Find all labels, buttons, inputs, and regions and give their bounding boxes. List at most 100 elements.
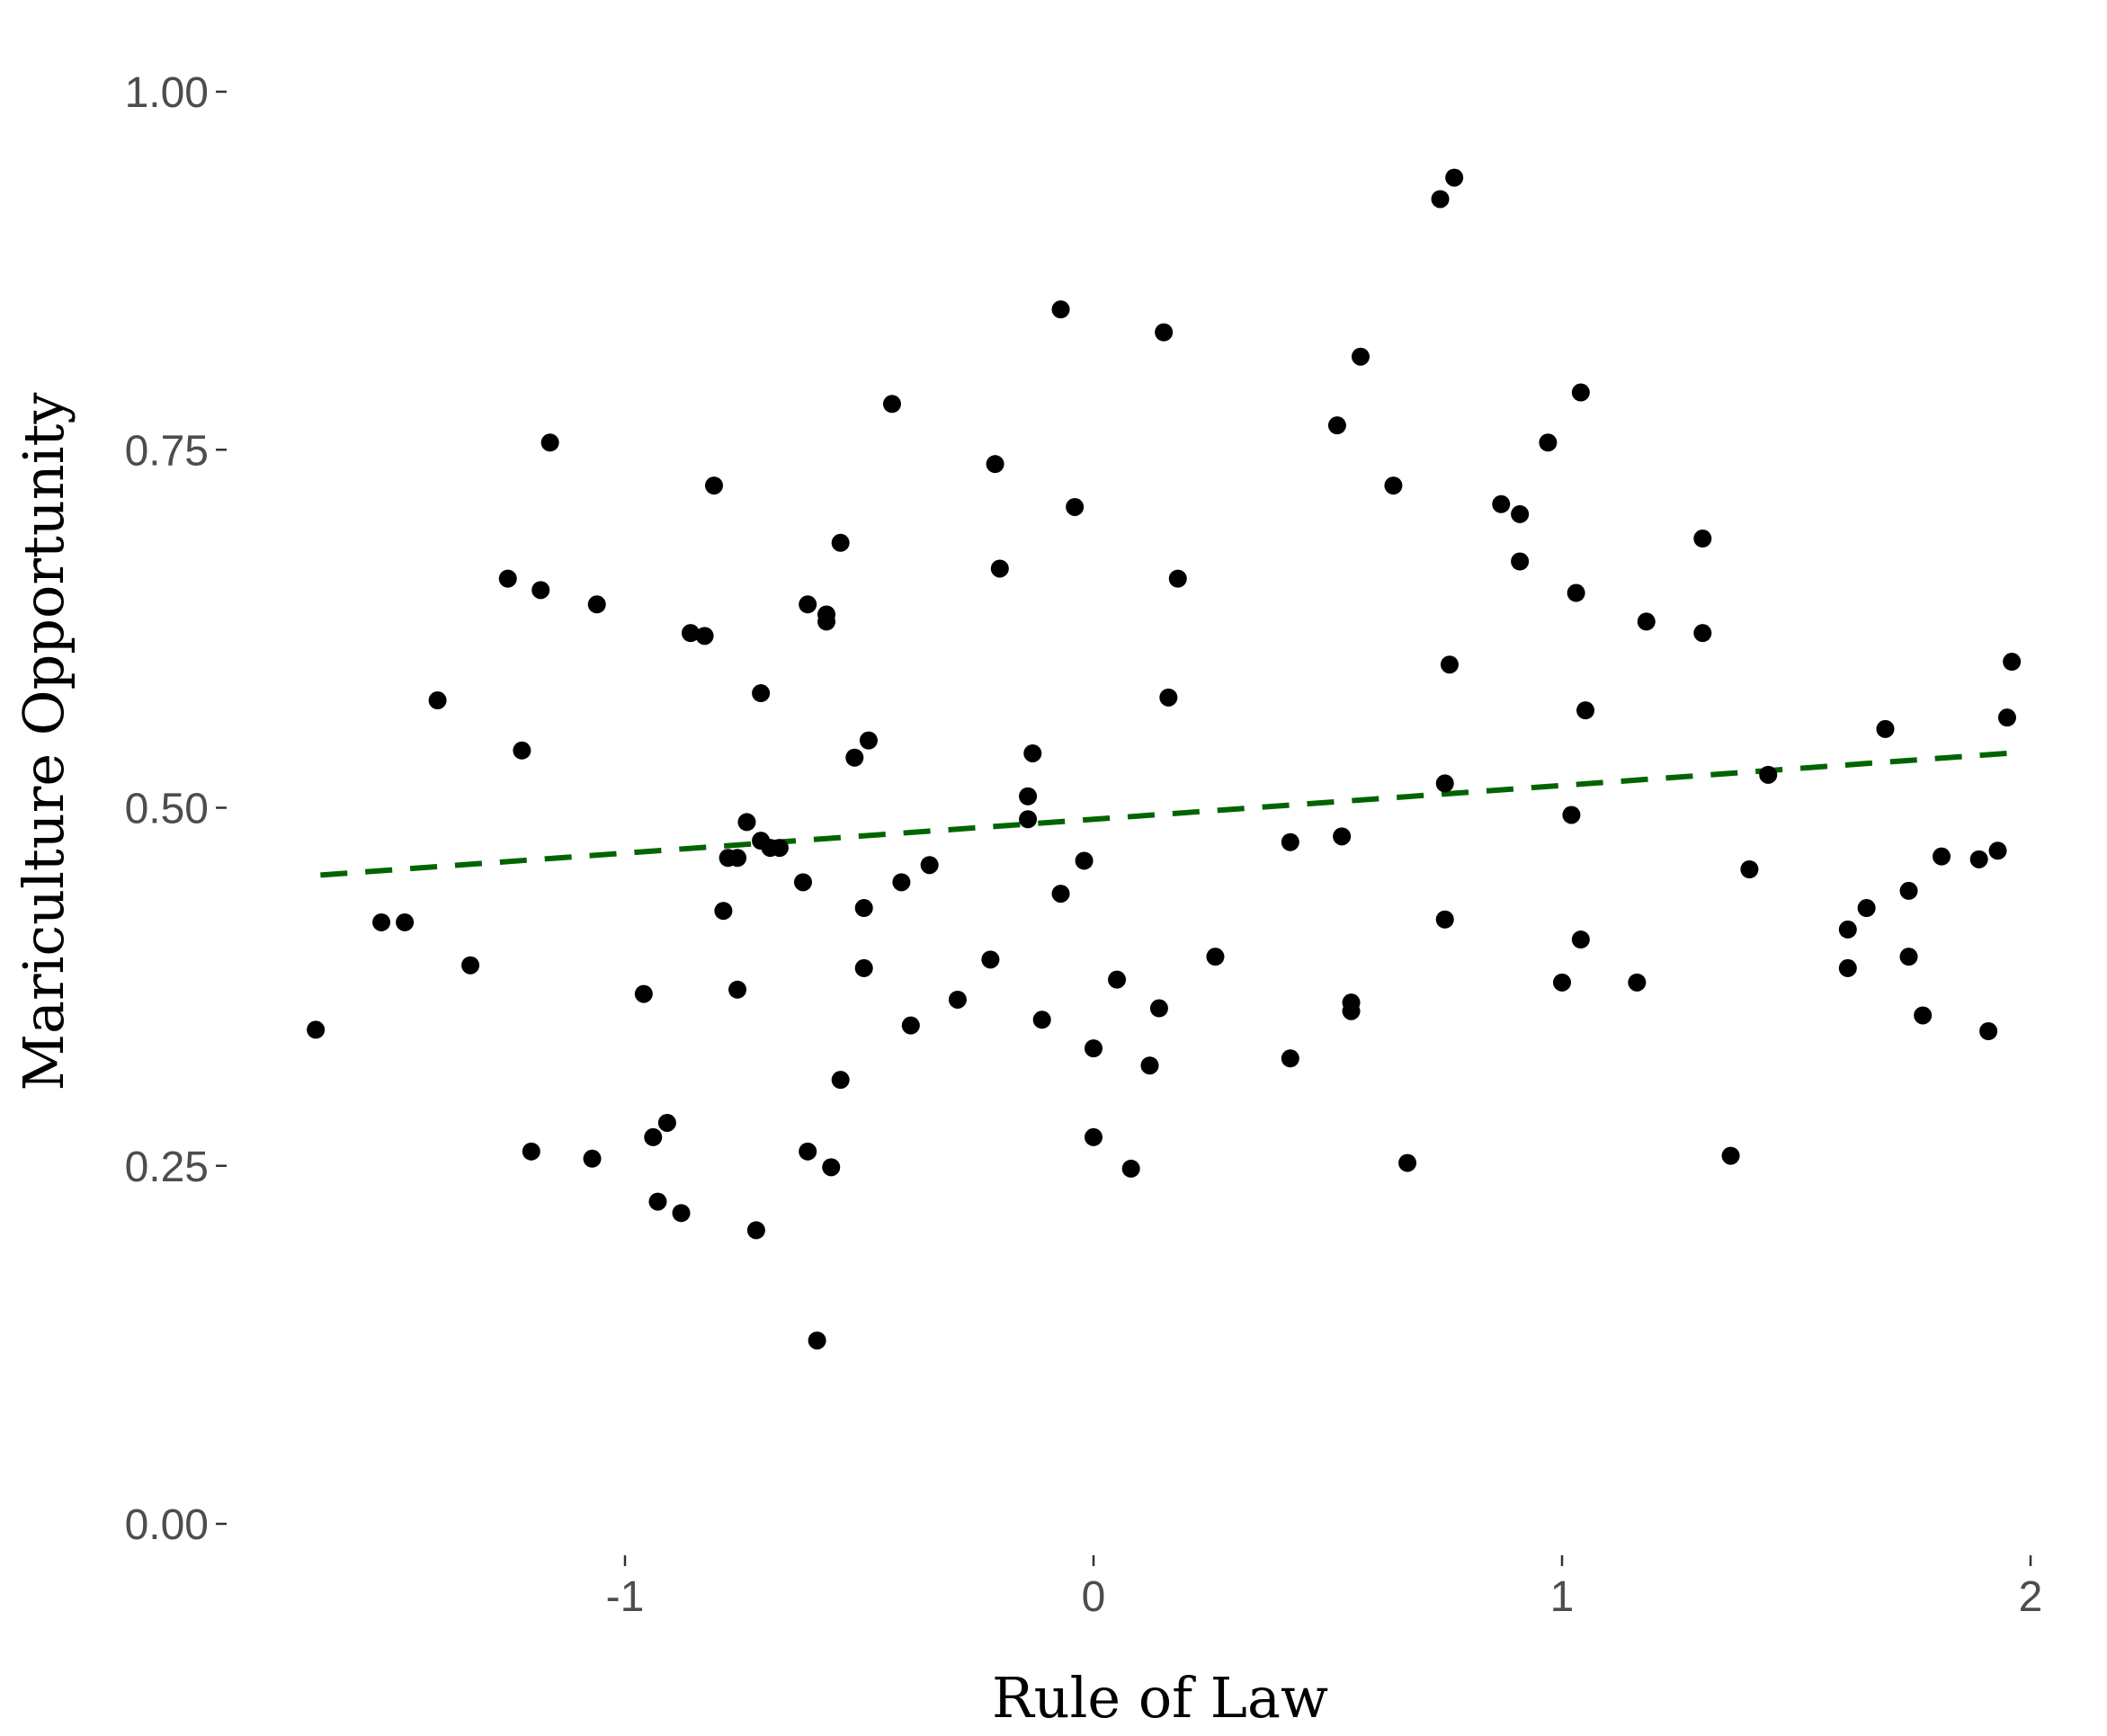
data-point	[793, 873, 812, 892]
data-point	[737, 813, 756, 832]
data-point	[1838, 958, 1857, 977]
data-point	[587, 595, 606, 614]
data-point	[1281, 1049, 1299, 1068]
data-point	[1108, 970, 1127, 989]
data-point	[981, 950, 1000, 969]
data-point	[1398, 1153, 1417, 1172]
data-point	[1384, 476, 1403, 495]
data-point	[1693, 530, 1712, 548]
data-point	[1051, 300, 1070, 319]
data-point	[1876, 719, 1895, 738]
y-tick-label: 1.00	[125, 69, 209, 117]
x-tick-label: 1	[1550, 1573, 1575, 1621]
data-point	[461, 956, 480, 975]
data-point	[892, 873, 911, 892]
data-point	[948, 990, 967, 1009]
data-point	[1149, 999, 1168, 1018]
data-point	[1979, 1022, 1998, 1041]
data-point	[583, 1149, 602, 1168]
y-axis-title: Mariculture Opportunity	[11, 393, 76, 1091]
data-point	[1628, 973, 1647, 992]
data-point	[1351, 347, 1370, 366]
data-point	[1511, 552, 1530, 571]
y-tick-label: 0.50	[125, 786, 209, 833]
data-point	[752, 684, 771, 703]
data-point	[1140, 1056, 1159, 1075]
data-point	[1914, 1006, 1933, 1025]
data-point	[799, 1142, 817, 1161]
data-point	[808, 1331, 826, 1350]
x-axis-title: Rule of Law	[992, 1665, 1328, 1731]
data-point	[307, 1020, 326, 1039]
y-axis: 0.00 0.25 0.50 0.75 1.00	[125, 69, 227, 1549]
data-point	[1206, 948, 1225, 966]
data-point	[1435, 910, 1454, 929]
data-point	[1051, 885, 1070, 904]
data-point	[817, 612, 836, 631]
data-point	[728, 849, 747, 868]
data-point	[1511, 504, 1530, 523]
data-point	[695, 627, 714, 645]
data-point	[1019, 787, 1038, 806]
data-point	[1085, 1127, 1103, 1146]
data-point	[1023, 743, 1042, 762]
data-point	[428, 691, 447, 710]
data-point	[372, 913, 391, 931]
data-point	[1857, 899, 1876, 918]
data-point	[644, 1127, 663, 1146]
data-point	[1159, 688, 1178, 707]
data-point	[1539, 433, 1558, 452]
data-point	[1342, 1002, 1361, 1020]
data-point	[498, 569, 517, 588]
trend-line	[320, 750, 2008, 878]
data-point	[1440, 655, 1459, 674]
data-point	[1721, 1146, 1740, 1165]
data-point	[1899, 948, 1918, 966]
data-point	[1075, 851, 1094, 870]
data-point	[522, 1142, 540, 1161]
data-point	[1066, 497, 1085, 516]
x-axis: -1 0 1 2	[606, 1555, 2043, 1621]
data-point	[831, 1071, 850, 1090]
data-point	[681, 624, 700, 643]
data-point	[1435, 774, 1454, 793]
data-point	[1571, 930, 1590, 949]
data-point	[1759, 765, 1778, 784]
x-tick-label: 2	[2019, 1573, 2043, 1621]
data-point	[799, 595, 817, 614]
data-point	[1553, 973, 1571, 992]
data-point	[704, 476, 723, 495]
data-point	[1155, 323, 1174, 342]
y-tick-label: 0.25	[125, 1144, 209, 1191]
data-point	[396, 913, 415, 931]
data-point	[531, 581, 550, 600]
data-point	[2003, 653, 2022, 672]
data-point	[859, 731, 878, 750]
data-point	[770, 839, 789, 858]
data-point	[822, 1158, 841, 1177]
data-point	[1571, 383, 1590, 402]
data-point	[1281, 832, 1299, 851]
data-point	[1838, 920, 1857, 939]
data-point	[1637, 612, 1656, 631]
data-point	[672, 1204, 691, 1223]
data-point	[648, 1192, 667, 1211]
data-point	[1333, 827, 1352, 846]
data-point	[1740, 859, 1759, 878]
data-point	[746, 1221, 765, 1240]
data-point	[1899, 881, 1918, 900]
data-point	[901, 1016, 920, 1035]
data-point	[1933, 847, 1951, 866]
data-point	[1562, 806, 1581, 824]
data-point	[1492, 494, 1511, 513]
x-tick-label: -1	[606, 1573, 645, 1621]
data-point	[854, 899, 873, 918]
data-point	[1969, 850, 1988, 868]
data-point	[657, 1113, 676, 1132]
y-tick-label: 0.75	[125, 427, 209, 475]
data-point	[714, 902, 733, 921]
data-point	[1121, 1159, 1140, 1178]
data-point	[1567, 583, 1585, 602]
data-point	[845, 748, 864, 767]
